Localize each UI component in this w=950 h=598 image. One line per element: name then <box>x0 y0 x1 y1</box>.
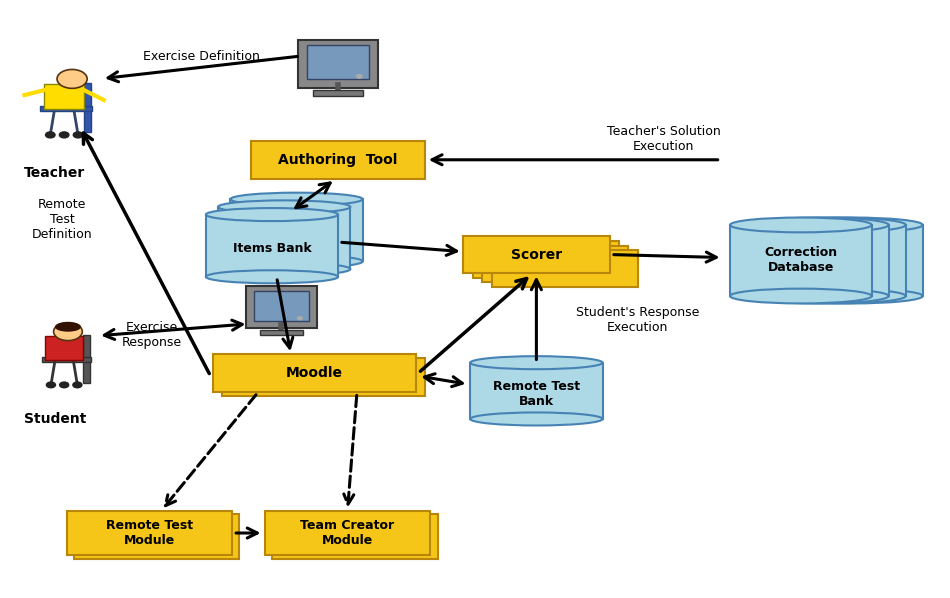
FancyBboxPatch shape <box>298 39 378 88</box>
Text: Student's Response
Execution: Student's Response Execution <box>576 306 699 334</box>
Text: Items Bank: Items Bank <box>233 242 312 255</box>
FancyBboxPatch shape <box>74 514 239 559</box>
FancyBboxPatch shape <box>84 83 91 132</box>
Ellipse shape <box>747 218 888 233</box>
Ellipse shape <box>781 289 922 303</box>
FancyBboxPatch shape <box>265 511 430 555</box>
FancyBboxPatch shape <box>246 286 316 328</box>
FancyBboxPatch shape <box>222 358 426 396</box>
Circle shape <box>297 316 302 320</box>
Bar <box>781 225 922 296</box>
Text: Team Creator
Module: Team Creator Module <box>300 519 394 547</box>
FancyBboxPatch shape <box>482 246 629 282</box>
Bar <box>231 199 363 261</box>
Circle shape <box>53 322 83 341</box>
FancyBboxPatch shape <box>66 511 232 555</box>
Ellipse shape <box>747 289 888 303</box>
Circle shape <box>60 132 69 138</box>
Ellipse shape <box>218 263 351 276</box>
Ellipse shape <box>231 255 363 268</box>
Circle shape <box>60 382 68 388</box>
Bar <box>730 225 872 296</box>
Ellipse shape <box>764 218 905 233</box>
Ellipse shape <box>730 218 872 233</box>
Text: Remote Test
Bank: Remote Test Bank <box>493 380 580 408</box>
FancyBboxPatch shape <box>307 45 370 80</box>
FancyBboxPatch shape <box>314 90 363 96</box>
FancyBboxPatch shape <box>473 241 619 277</box>
Ellipse shape <box>218 200 351 213</box>
Text: Scorer: Scorer <box>511 248 562 261</box>
Circle shape <box>46 132 55 138</box>
Bar <box>470 363 602 419</box>
FancyBboxPatch shape <box>46 336 83 360</box>
Ellipse shape <box>56 323 80 331</box>
FancyBboxPatch shape <box>42 357 90 362</box>
Text: Moodle: Moodle <box>286 366 343 380</box>
Text: Teacher: Teacher <box>24 166 86 180</box>
FancyBboxPatch shape <box>251 141 426 179</box>
Text: Exercise Definition: Exercise Definition <box>142 50 259 63</box>
Circle shape <box>73 132 83 138</box>
Ellipse shape <box>730 289 872 303</box>
Text: Remote Test
Module: Remote Test Module <box>105 519 193 547</box>
FancyBboxPatch shape <box>45 84 84 109</box>
FancyBboxPatch shape <box>491 251 637 287</box>
FancyBboxPatch shape <box>273 514 438 559</box>
FancyBboxPatch shape <box>213 354 416 392</box>
Bar <box>206 215 338 277</box>
Bar <box>764 225 905 296</box>
Ellipse shape <box>470 413 602 426</box>
Ellipse shape <box>764 289 905 303</box>
FancyBboxPatch shape <box>40 106 92 111</box>
Ellipse shape <box>206 270 338 283</box>
Ellipse shape <box>206 208 338 221</box>
Circle shape <box>356 75 362 78</box>
Circle shape <box>47 382 55 388</box>
Text: Student: Student <box>24 411 86 426</box>
FancyBboxPatch shape <box>259 329 303 335</box>
FancyBboxPatch shape <box>464 236 610 273</box>
Text: Remote
Test
Definition: Remote Test Definition <box>32 197 92 240</box>
Text: Teacher's Solution
Execution: Teacher's Solution Execution <box>607 125 721 153</box>
Circle shape <box>73 382 82 388</box>
Text: Exercise
Response: Exercise Response <box>122 321 182 349</box>
Text: Correction
Database: Correction Database <box>764 246 837 274</box>
FancyBboxPatch shape <box>254 291 309 321</box>
Text: Authoring  Tool: Authoring Tool <box>278 152 398 167</box>
Bar <box>747 225 888 296</box>
Bar <box>218 207 351 269</box>
FancyBboxPatch shape <box>83 335 90 383</box>
Ellipse shape <box>781 218 922 233</box>
Circle shape <box>57 69 87 89</box>
Ellipse shape <box>231 193 363 206</box>
Ellipse shape <box>470 356 602 369</box>
